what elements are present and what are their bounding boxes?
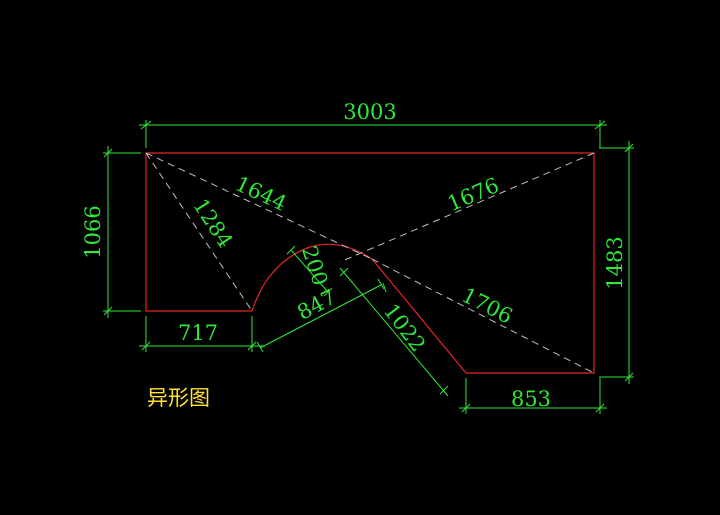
shape-outline — [145, 152, 595, 374]
diagonal-arc-to-br — [371, 258, 595, 374]
dim-slant-edge: 1022 — [379, 299, 430, 356]
dim-diag-arc-to-br: 1706 — [458, 283, 517, 329]
diagonal-lines — [145, 152, 595, 374]
dim-left-height: 1066 — [81, 205, 105, 258]
diagonal-tr-to-arc — [339, 152, 595, 263]
diagonal-tl-to-arc — [145, 152, 373, 260]
dim-diag-tl-to-arc: 1644 — [232, 171, 291, 215]
dim-diag-tl-to-notch: 1284 — [188, 194, 237, 252]
dimension-lines — [103, 120, 634, 414]
drawing-caption: 异形图 — [147, 386, 210, 410]
dim-overall-width: 3003 — [343, 100, 396, 124]
dim-bottom-right: 853 — [511, 387, 551, 411]
dim-diag-tr-to-arc: 1676 — [444, 173, 503, 216]
diagonal-tl-to-notch — [145, 152, 253, 312]
dim-right-height: 1483 — [603, 236, 627, 289]
dim-arc-rise: 200 — [297, 243, 332, 289]
dim-bottom-left: 717 — [178, 321, 218, 345]
